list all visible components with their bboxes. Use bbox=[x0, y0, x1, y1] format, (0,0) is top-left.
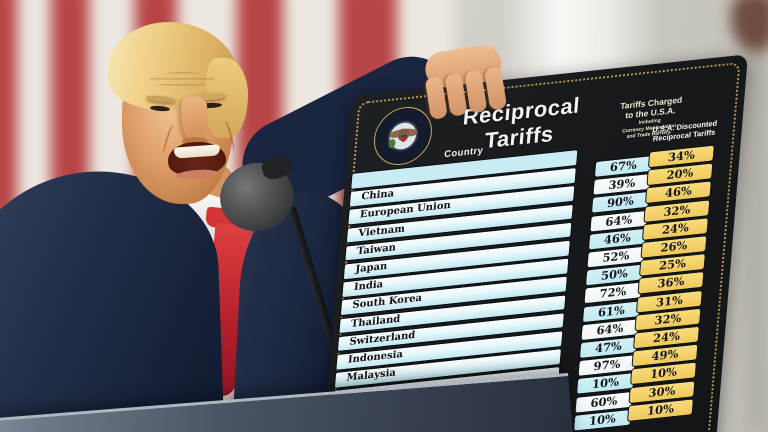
suit-left-lapel bbox=[0, 167, 225, 432]
hand-holding-board bbox=[415, 39, 518, 128]
seal-olive-branch bbox=[388, 138, 396, 149]
forehead-wrinkles bbox=[150, 72, 214, 87]
finger bbox=[483, 66, 508, 111]
seal-shield bbox=[400, 134, 408, 143]
background-shadow-band bbox=[744, 40, 768, 432]
